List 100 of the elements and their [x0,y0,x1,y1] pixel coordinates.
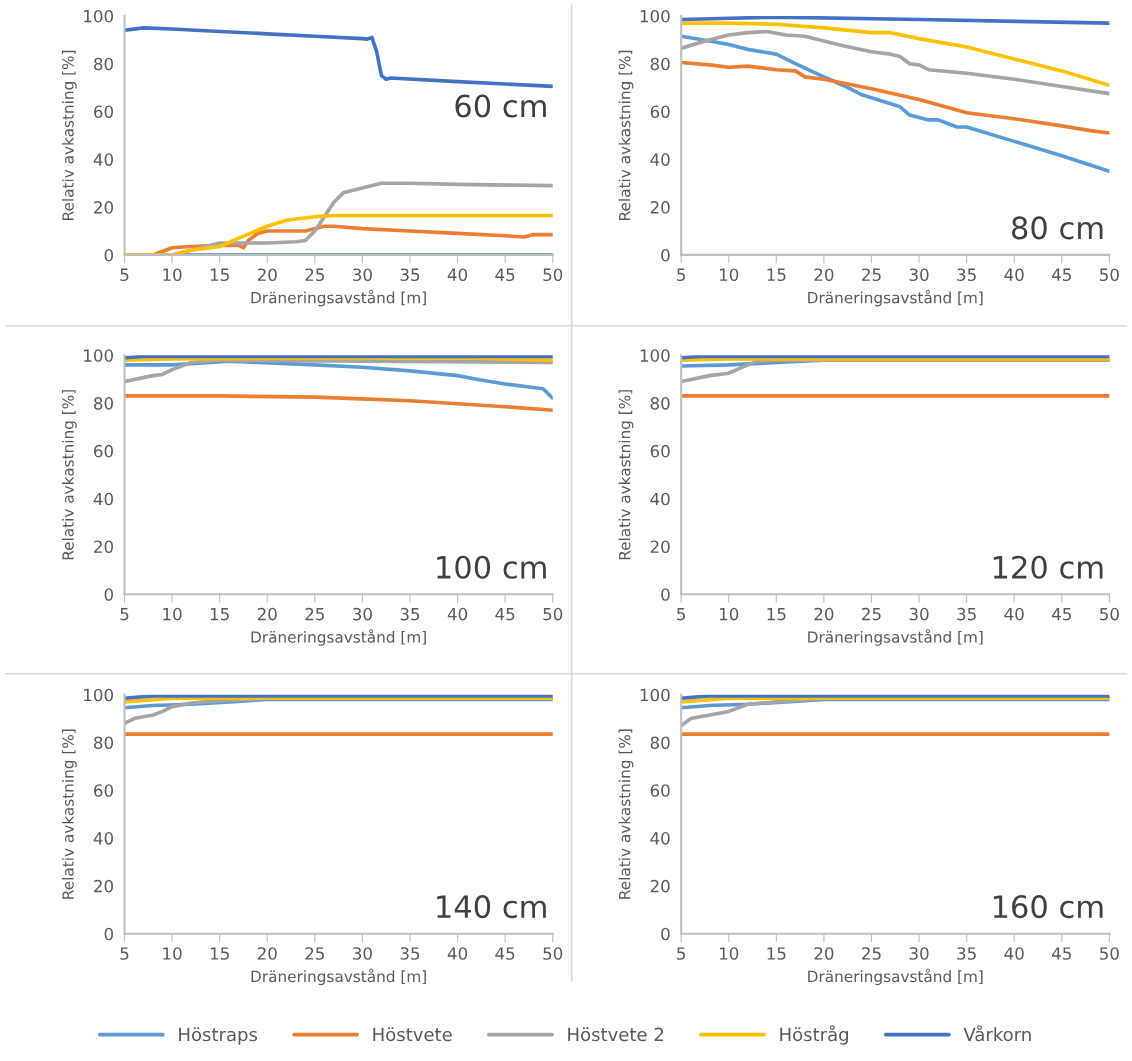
line-series [681,34,1110,174]
x-tick-label: 5 [677,268,686,282]
y-tick-label: 100 [640,349,670,362]
x-tick-label: 45 [1051,947,1071,960]
legend-label: Höstvete 2 [568,1027,663,1042]
annotation: 80 cm [1011,216,1103,240]
x-tick-label: 45 [495,268,515,282]
x-tick-label: 50 [543,268,563,282]
x-tick-label: 10 [719,607,739,621]
x-tick-label: 30 [353,607,372,621]
y-tick-label: 100 [84,688,113,702]
x-tick-label: 40 [447,268,468,282]
x-tick-label: 35 [400,947,420,960]
x-tick-label: 50 [1100,947,1119,960]
y-tick-label: 100 [640,688,670,702]
y-tick-label: 40 [650,153,670,166]
y-axis-title: Relativ avkastning [%] [618,50,634,220]
legend-label: Höstråg [780,1025,848,1045]
y-tick-label: 80 [94,397,113,410]
x-tick-label: 10 [719,947,739,960]
y-tick-label: 60 [650,444,670,458]
y-tick-label: 80 [650,397,670,410]
x-tick-label: 15 [210,947,229,960]
x-tick-label: 40 [447,607,468,621]
x-tick-label: 45 [495,608,515,621]
x-tick-label: 35 [957,947,976,960]
x-tick-label: 15 [767,268,786,282]
legend-label: Höstraps [179,1027,258,1045]
y-tick-label: 20 [650,879,670,893]
y-axis-title: Relativ avkastning [%] [61,390,77,560]
y-tick-label: 40 [650,832,670,845]
x-tick-label: 25 [862,947,881,960]
x-tick-label: 25 [862,607,881,621]
x-axis-title: Dräneringsavstånd [m] [808,968,983,986]
x-tick-label: 35 [400,607,420,621]
y-tick-label: 60 [94,105,113,119]
x-tick-label: 35 [957,607,976,621]
x-tick-label: 30 [909,607,929,621]
annotation: 160 cm [993,895,1103,919]
x-axis-title: Dräneringsavstånd [m] [808,629,983,646]
x-tick-label: 45 [1051,608,1071,621]
x-tick-label: 30 [353,268,372,282]
x-tick-label: 50 [543,607,563,621]
x-tick-label: 10 [163,947,182,960]
x-tick-label: 15 [767,608,786,621]
line-series [124,358,553,384]
y-tick-label: 60 [94,444,113,458]
x-tick-label: 5 [120,268,129,282]
x-tick-label: 40 [1004,607,1024,621]
y-tick-label: 40 [93,832,113,845]
x-tick-label: 25 [862,268,881,282]
x-tick-label: 15 [210,268,229,282]
y-tick-label: 0 [661,927,670,941]
x-tick-label: 5 [120,947,129,960]
x-tick-label: 40 [1004,268,1024,282]
x-tick-label: 5 [677,947,686,960]
legend-label: Vårkorn [963,1025,1031,1042]
y-tick-label: 80 [650,57,670,71]
x-tick-label: 40 [1004,947,1024,960]
y-tick-label: 0 [104,588,113,601]
y-axis-title: Relativ avkastning [%] [618,390,634,560]
line-series [124,26,553,89]
y-tick-label: 0 [104,927,113,941]
x-axis-title: Dräneringsavstånd [m] [251,968,426,986]
x-tick-label: 45 [495,947,515,960]
x-tick-label: 25 [305,947,324,960]
y-tick-label: 60 [650,105,670,119]
y-tick-label: 20 [650,201,670,214]
y-tick-label: 0 [104,248,113,262]
annotation: 100 cm [437,555,546,579]
x-tick-label: 50 [1100,268,1119,282]
line-series [681,60,1110,135]
x-tick-label: 20 [814,947,834,960]
annotation: 120 cm [993,555,1103,579]
line-series [681,21,1110,88]
y-tick-label: 40 [93,492,113,506]
y-tick-label: 80 [94,736,113,750]
y-tick-label: 0 [661,588,670,601]
y-tick-label: 20 [94,879,113,893]
x-tick-label: 15 [767,947,786,960]
y-axis-title: Relativ avkastning [%] [618,729,634,899]
y-tick-label: 20 [650,540,670,554]
x-tick-label: 40 [447,947,468,960]
x-tick-label: 5 [677,608,686,621]
x-tick-label: 10 [719,268,739,282]
line-series [681,29,1110,96]
x-tick-label: 35 [400,268,420,282]
x-axis-title: Dräneringsavstånd [m] [251,629,426,646]
x-tick-label: 35 [957,268,976,282]
x-tick-label: 30 [909,268,929,282]
legend-label: Höstvete [373,1027,452,1042]
x-tick-label: 45 [1051,268,1071,282]
y-tick-label: 80 [650,736,670,750]
x-tick-label: 30 [909,947,929,960]
y-tick-label: 40 [650,492,670,506]
y-axis-title: Relativ avkastning [%] [61,729,77,899]
y-tick-label: 80 [94,57,113,71]
x-tick-label: 30 [353,947,372,960]
x-axis-title: Dräneringsavstånd [m] [251,289,426,307]
x-tick-label: 20 [257,268,277,282]
